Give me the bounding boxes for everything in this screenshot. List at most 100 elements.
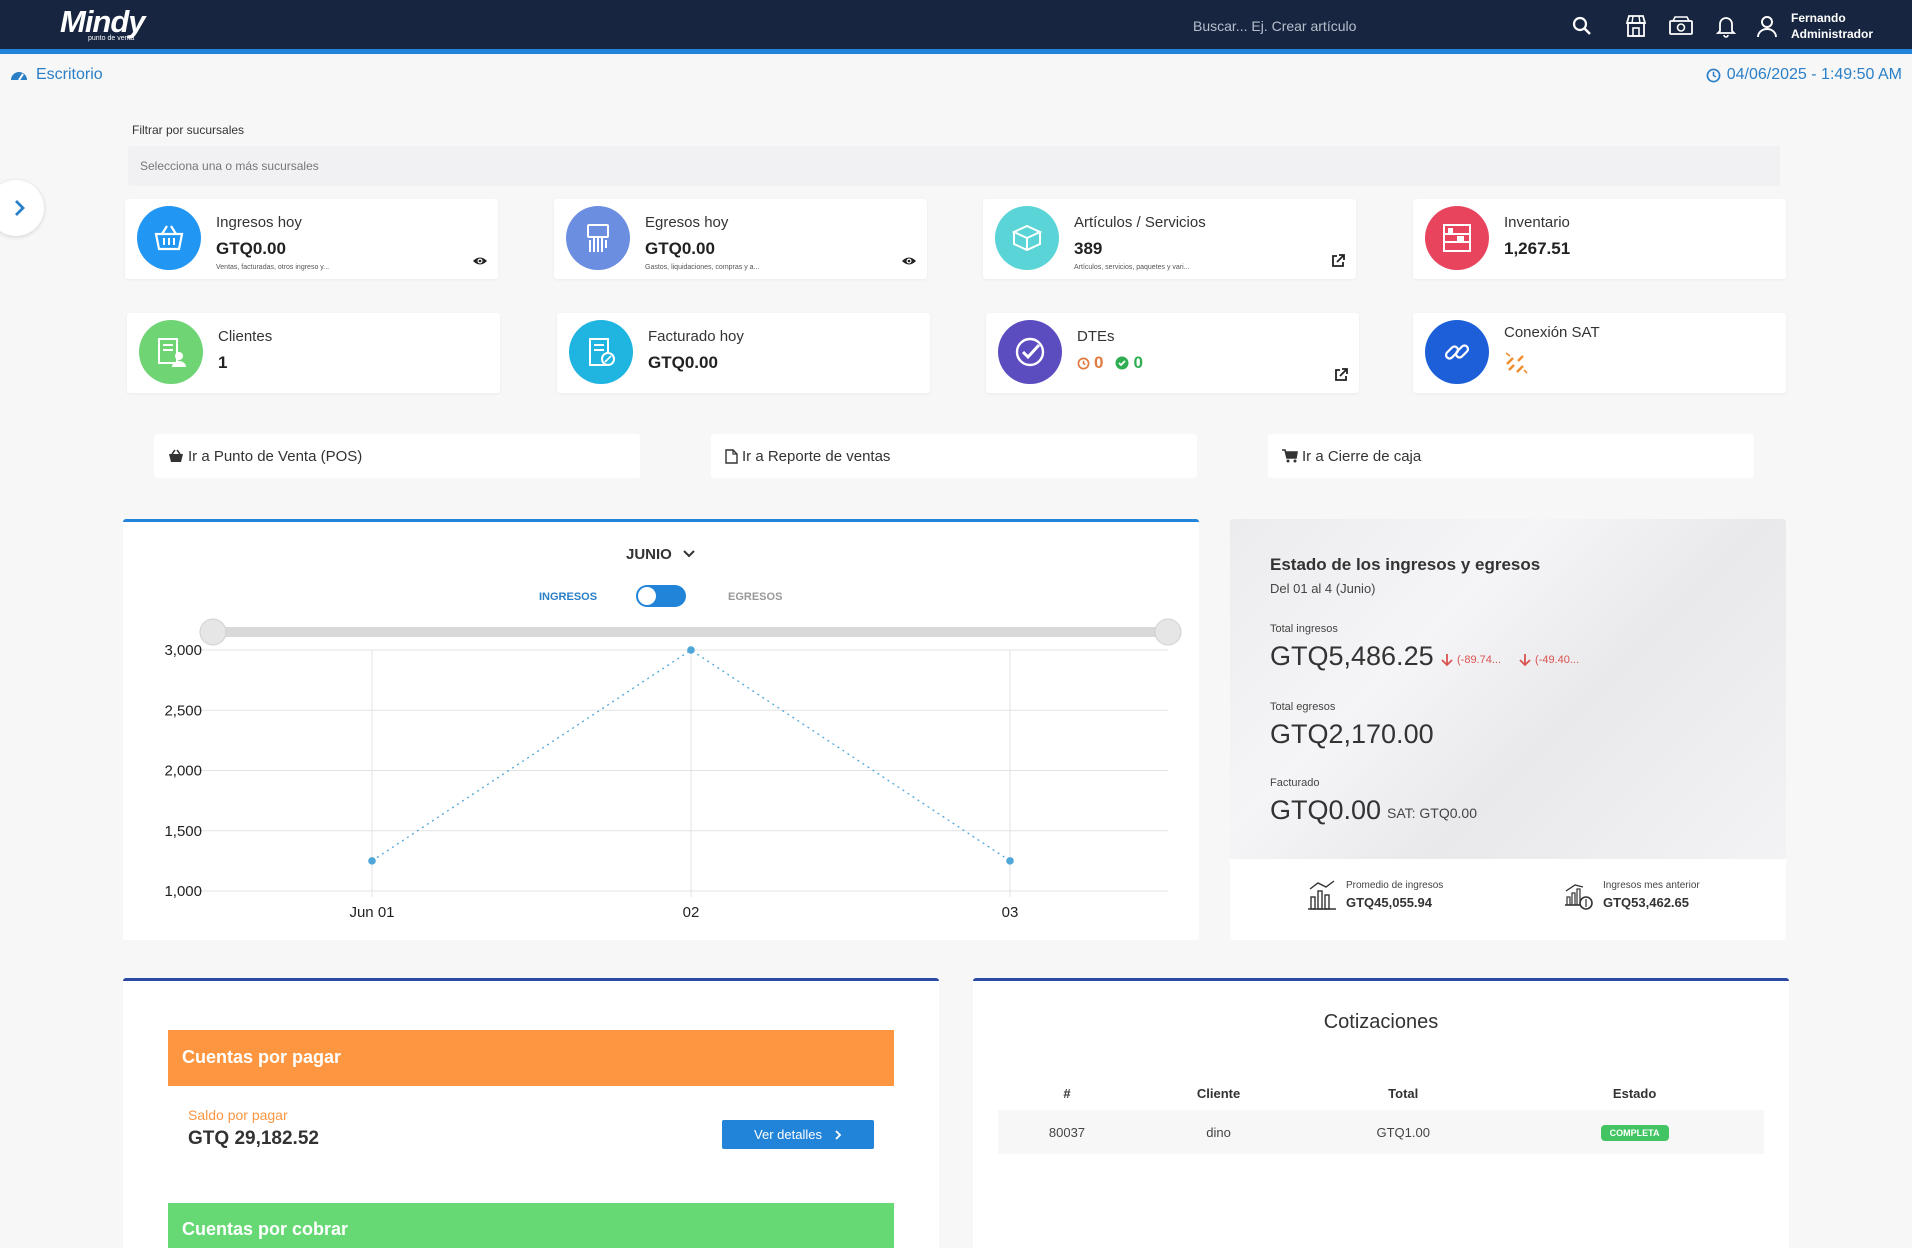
mes-anterior-value: GTQ53,462.65 <box>1603 895 1689 910</box>
data-point <box>1006 857 1014 865</box>
data-point <box>368 857 376 865</box>
logo-tagline: punto de venta <box>88 35 135 42</box>
basket-icon <box>169 449 183 462</box>
card-subtitle: Gastos, liquidaciones, compras y a... <box>645 264 760 271</box>
sidebar-toggle[interactable] <box>0 180 44 236</box>
arrow-down-icon <box>1441 654 1453 667</box>
chart-grid <box>198 649 1168 897</box>
link-icon <box>1425 320 1489 384</box>
cash-register-icon[interactable] <box>1667 12 1695 40</box>
card-title: Ingresos hoy <box>216 214 302 231</box>
delta-value-2: (-49.40... <box>1535 654 1580 666</box>
total-ingresos-value: GTQ5,486.25 <box>1270 641 1434 671</box>
dte-counts: 0 0 <box>1077 353 1143 373</box>
cell-estado: COMPLETA <box>1505 1110 1764 1154</box>
pdf-file-icon <box>725 448 738 464</box>
card-clientes[interactable]: Clientes 1 <box>127 313 500 393</box>
app-logo[interactable]: Mindy punto de venta <box>60 2 146 42</box>
chevron-right-icon <box>835 1129 842 1140</box>
breadcrumb[interactable]: Escritorio <box>10 66 103 84</box>
client-doc-icon <box>139 320 203 384</box>
y-tick-label: 2,500 <box>164 702 202 719</box>
card-articulos-servicios[interactable]: Artículos / Servicios 389 Artículos, ser… <box>983 199 1356 279</box>
user-name: Fernando <box>1791 11 1846 25</box>
cart-icon <box>1282 449 1298 463</box>
ver-detalles-button[interactable]: Ver detalles <box>722 1120 874 1149</box>
ingresos-egresos-switch[interactable] <box>636 585 686 607</box>
range-slider-handle-right[interactable] <box>1154 618 1182 646</box>
y-tick-label: 1,000 <box>164 883 202 900</box>
quick-link-label: Ir a Cierre de caja <box>1302 447 1422 465</box>
link-cierre-caja[interactable]: Ir a Cierre de caja <box>1268 434 1754 478</box>
toggle-label-ingresos[interactable]: INGRESOS <box>539 591 598 603</box>
hand-money-icon <box>566 206 630 270</box>
user-role: Administrador <box>1791 27 1874 41</box>
card-dtes[interactable]: DTEs 0 0 <box>986 313 1359 393</box>
check-badge-icon <box>998 320 1062 384</box>
eye-icon[interactable] <box>901 253 917 269</box>
card-value: GTQ0.00 <box>216 239 286 258</box>
link-punto-de-venta[interactable]: Ir a Punto de Venta (POS) <box>154 434 640 478</box>
y-tick-label: 2,000 <box>164 763 202 780</box>
chevron-down-icon <box>683 550 695 558</box>
cell-total: GTQ1.00 <box>1301 1110 1506 1154</box>
series-lines <box>371 649 1011 862</box>
summary-background <box>1230 519 1786 859</box>
cuentas-por-pagar-header: Cuentas por pagar <box>168 1030 894 1086</box>
user-menu[interactable]: Fernando Administrador <box>1791 10 1873 42</box>
status-badge: COMPLETA <box>1600 1124 1669 1141</box>
card-subtitle: Artículos, servicios, paquetes y vari... <box>1074 264 1190 271</box>
store-icon[interactable] <box>1622 12 1650 40</box>
card-inventario[interactable]: Inventario 1,267.51 <box>1413 199 1786 279</box>
y-tick-label: 3,000 <box>164 642 202 659</box>
cotizaciones-panel: Cotizaciones # Cliente Total Estado 8003… <box>973 978 1789 1248</box>
link-reporte-ventas[interactable]: Ir a Reporte de ventas <box>711 434 1197 478</box>
datetime-text: 04/06/2025 - 1:49:50 AM <box>1726 66 1902 83</box>
x-axis-ticks: Jun 01 02 03 <box>349 904 1018 921</box>
switch-knob <box>638 587 656 605</box>
search-icon[interactable] <box>1568 12 1596 40</box>
sat-value: SAT: GTQ0.00 <box>1387 805 1477 821</box>
series-line <box>371 649 1011 862</box>
arrow-down-icon <box>1519 654 1531 667</box>
card-egresos-hoy[interactable]: Egresos hoy GTQ0.00 Gastos, liquidacione… <box>554 199 927 279</box>
branch-filter-select[interactable]: Selecciona una o más sucursales <box>128 146 1780 186</box>
summary-panel: Estado de los ingresos y egresos Del 01 … <box>1230 519 1786 940</box>
table-row[interactable]: 80037 dino GTQ1.00 COMPLETA <box>998 1110 1764 1154</box>
invoice-icon <box>569 320 633 384</box>
ingresos-chart-panel: JUNIO INGRESOS EGRESOS 3,000 2,500 2,000 1,… <box>123 519 1199 940</box>
series-points <box>368 646 1014 865</box>
money-growth-icon <box>1565 884 1593 910</box>
total-ingresos-label: Total ingresos <box>1270 623 1338 635</box>
bell-icon[interactable] <box>1712 12 1740 40</box>
card-value: 1 <box>218 353 228 372</box>
card-conexion-sat[interactable]: Conexión SAT <box>1413 313 1786 393</box>
month-selector[interactable]: JUNIO <box>123 546 1199 563</box>
column-header: Cliente <box>1196 1085 1241 1101</box>
column-header: # <box>1063 1085 1071 1101</box>
bar-chart-icon <box>1308 880 1336 910</box>
card-ingresos-hoy[interactable]: Ingresos hoy GTQ0.00 Ventas, facturadas,… <box>125 199 498 279</box>
filter-label: Filtrar por sucursales <box>132 123 245 137</box>
total-egresos-label: Total egresos <box>1270 701 1336 713</box>
search-input[interactable]: Buscar... Ej. Crear artículo <box>1193 18 1357 34</box>
external-link-icon[interactable] <box>1333 367 1349 383</box>
range-slider-track[interactable] <box>211 627 1171 637</box>
promedio-ingresos-metric: Promedio de ingresos GTQ45,055.94 <box>1306 879 1443 911</box>
eye-icon[interactable] <box>472 253 488 269</box>
column-header: Estado <box>1612 1085 1657 1101</box>
quick-link-label: Ir a Punto de Venta (POS) <box>188 447 363 465</box>
delta-value-1: (-89.74... <box>1457 654 1502 666</box>
range-slider-handle-left[interactable] <box>199 618 227 646</box>
y-tick-label: 1,500 <box>164 823 202 840</box>
x-tick-label: Jun 01 <box>349 904 394 921</box>
card-facturado-hoy[interactable]: Facturado hoy GTQ0.00 <box>557 313 930 393</box>
logo-text: Mindy <box>60 4 146 39</box>
external-link-icon[interactable] <box>1330 253 1346 269</box>
user-icon[interactable] <box>1753 12 1781 40</box>
cuentas-panel: Cuentas por pagar Saldo por pagar GTQ 29… <box>123 978 939 1248</box>
top-navbar: Mindy punto de venta Buscar... Ej. Crear… <box>0 0 1912 50</box>
card-title: Clientes <box>218 328 273 345</box>
toggle-label-egresos[interactable]: EGRESOS <box>728 591 783 603</box>
card-title: Inventario <box>1504 214 1570 231</box>
